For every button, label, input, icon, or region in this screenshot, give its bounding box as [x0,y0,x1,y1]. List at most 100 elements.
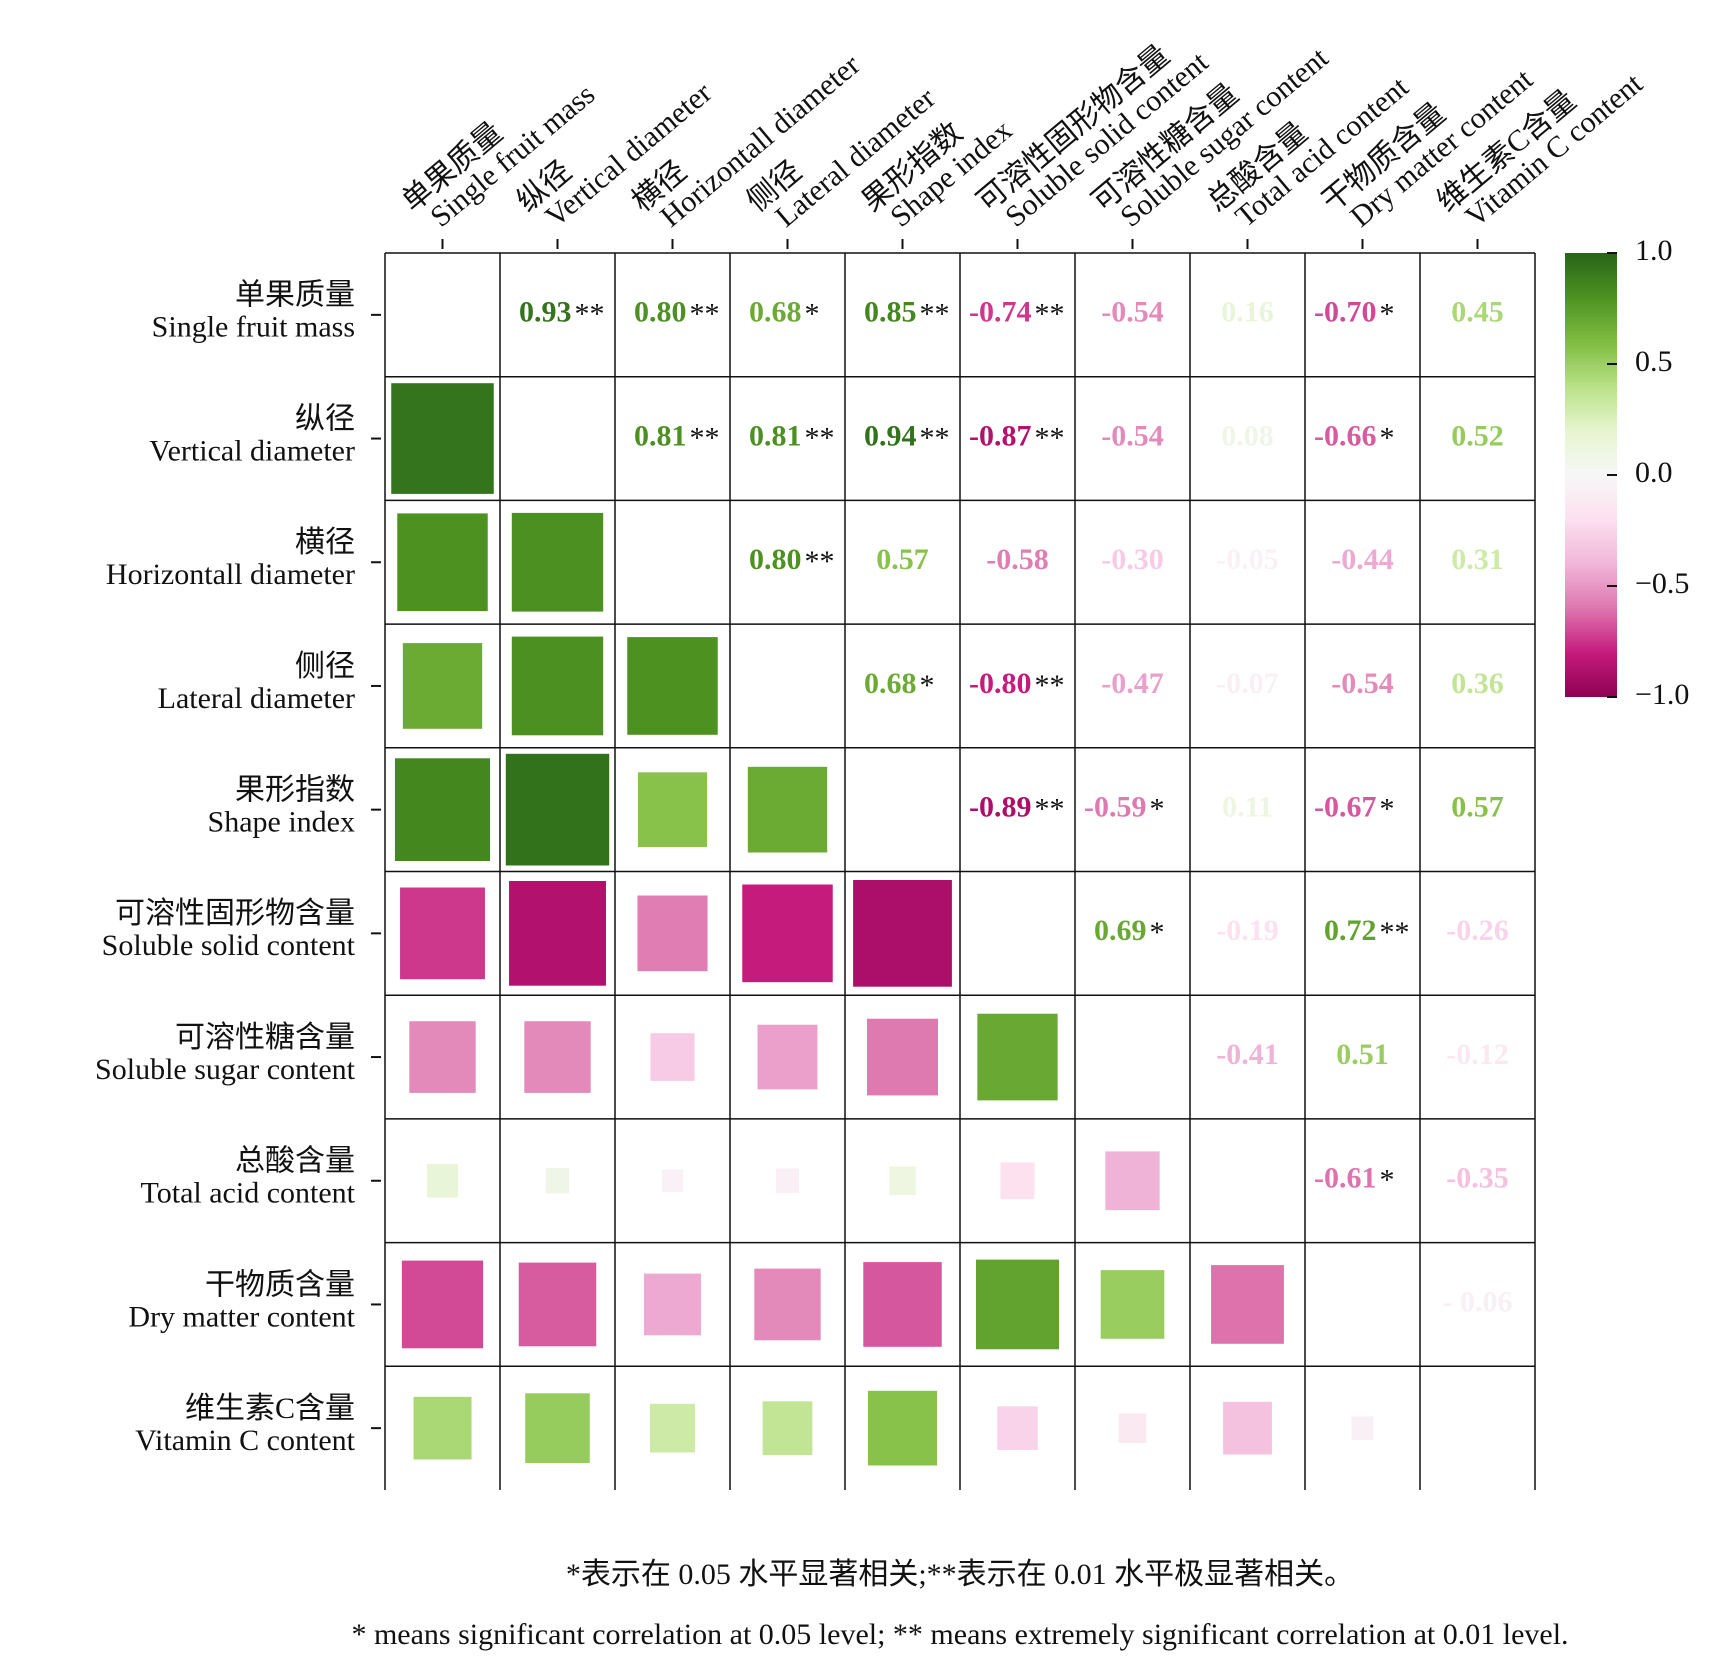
corr-square [637,772,708,847]
note-cn: *表示在 0.05 水平显著相关;**表示在 0.01 水平极显著相关。 [566,1558,1354,1591]
value-label: -0.54 [1331,667,1394,700]
corr-square [391,383,494,494]
corr-square [1100,1270,1165,1339]
value-label: -0.47 [1101,667,1164,700]
significance: ** [575,298,605,331]
value-label: 0.36 [1451,667,1504,700]
corr-square [518,1262,597,1347]
value-label: -0.05 [1216,543,1279,576]
value-label: 0.68 [864,667,917,700]
corr-square [525,1393,590,1463]
value-label: -0.80 [969,667,1032,700]
value-label: -0.54 [1101,419,1164,452]
colorbar-tick-label: −1.0 [1635,678,1689,711]
corr-square [997,1406,1038,1450]
note-en: * means significant correlation at 0.05 … [351,1618,1568,1651]
corr-square [524,1021,591,1093]
corr-square [1118,1413,1147,1443]
row-label-cn: 单果质量 [235,279,355,312]
corr-square [977,1013,1058,1101]
corr-square [650,1033,695,1081]
row-label-en: Dry matter content [128,1300,355,1333]
corr-square [400,887,485,980]
corr-square [401,1260,484,1349]
corr-square [402,643,483,729]
significance: ** [1035,298,1065,331]
significance: ** [690,421,720,454]
value-label: 0.80 [749,543,802,576]
value-label: -0.61 [1314,1162,1377,1195]
value-label: 0.80 [634,296,687,329]
significance: ** [805,545,835,578]
row-label-cn: 干物质含量 [205,1268,355,1301]
value-label: 0.57 [1451,791,1504,824]
significance: * [1150,916,1165,949]
corr-square [643,1273,702,1336]
value-label: -0.30 [1101,543,1164,576]
corr-square [747,766,828,853]
row-label-en: Total acid content [141,1177,356,1210]
colorbar-tick-label: 0.5 [1635,345,1673,378]
significance: ** [1380,916,1410,949]
value-label: -0.26 [1446,914,1509,947]
value-label: -0.44 [1331,543,1394,576]
significance: * [1380,298,1395,331]
value-label: 0.31 [1451,543,1504,576]
corr-square [413,1396,472,1460]
value-label: 0.57 [876,543,929,576]
value-label: -0.35 [1446,1162,1509,1195]
corr-square [627,637,718,735]
value-label: 0.51 [1336,1038,1389,1071]
corr-square [545,1167,570,1194]
significance: ** [920,421,950,454]
value-label: -0.74 [969,296,1032,329]
significance: ** [1035,669,1065,702]
significance: * [805,298,820,331]
value-label: 0.81 [634,419,687,452]
corr-square [863,1262,942,1347]
row-label-cn: 可溶性固形物含量 [115,897,355,930]
corr-square [426,1163,459,1198]
value-label: 0.08 [1221,419,1274,452]
corr-square [397,513,488,612]
colorbar-tick-label: 0.0 [1635,456,1673,489]
value-label: 0.85 [864,296,917,329]
value-label: -0.54 [1101,296,1164,329]
value-label: 0.16 [1221,296,1274,329]
row-label-en: Vertical diameter [149,434,355,467]
row-label-cn: 侧径 [295,650,355,683]
value-label: 0.94 [864,419,917,452]
corr-square [975,1259,1060,1350]
corr-square [1000,1162,1035,1200]
value-label: 0.45 [1451,296,1504,329]
value-label: -0.67 [1314,791,1377,824]
value-label: 0.69 [1094,914,1147,947]
corr-square [866,1018,939,1096]
corr-square [742,884,833,983]
corr-square [662,1169,683,1193]
value-label: 0.72 [1324,914,1377,947]
corr-square [762,1401,813,1455]
corr-square [1105,1151,1160,1211]
colorbar-tick-label: 1.0 [1635,234,1673,267]
value-label: -0.19 [1216,914,1279,947]
corr-square [1351,1416,1374,1440]
significance: ** [805,421,835,454]
significance: ** [920,298,950,331]
value-label: -0.12 [1446,1038,1509,1071]
value-label: - 0.06 [1443,1285,1513,1318]
row-label-cn: 总酸含量 [235,1145,355,1178]
value-label: -0.66 [1314,419,1377,452]
significance: * [1380,793,1395,826]
colorbar-tick-label: −0.5 [1635,567,1689,600]
corr-square [1223,1401,1272,1455]
significance: * [1380,1164,1395,1197]
significance: * [1380,421,1395,454]
row-label-en: Shape index [208,806,355,839]
row-label-en: Vitamin C content [135,1424,355,1457]
corr-square [505,753,610,866]
value-label: 0.68 [749,296,802,329]
row-label-cn: 维生素C含量 [185,1392,355,1425]
